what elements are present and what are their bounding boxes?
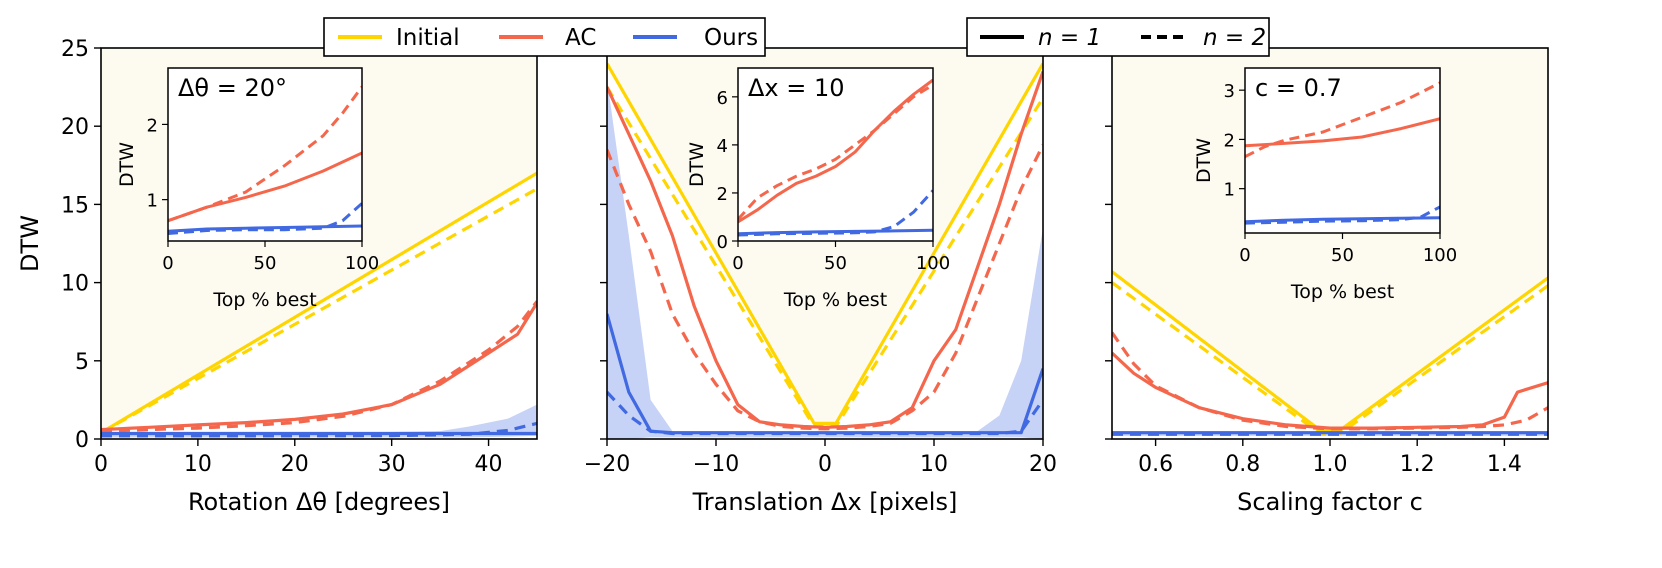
legend-label-ours: Ours [704,25,758,51]
inset-translation: 0 50 100 0 2 4 6 Top % best DTW Δx = 10 [686,67,950,311]
x-tick-label: 0.6 [1138,452,1173,477]
inset-x-tick-label: 100 [345,253,379,274]
inset-annotation: c = 0.7 [1255,74,1342,102]
inset-scaling: 0 50 100 1 2 3 Top % best DTW c = 0.7 [1193,67,1457,303]
x-axis-label: Translation Δx [pixels] [692,488,958,516]
inset-y-tick-label: 1 [1224,180,1235,201]
inset-y-tick-label: 2 [147,115,158,136]
inset-y-axis-label: DTW [116,142,138,187]
series-ac-dashed [607,144,1043,431]
y-tick-label: 0 [75,428,89,453]
legend-methods-box [323,17,766,57]
x-tick-label: 0 [94,452,108,477]
x-tick-label: 10 [184,452,212,477]
series-ours-dashed [607,391,1043,436]
panel-scaling: 0.6 0.8 1.0 1.2 1.4 Scaling factor c 0 50 100 1 2 3… [1105,47,1549,516]
inset-rotation: 0 50 100 1 2 Top % best DTW Δθ = 20° [116,67,379,311]
axes-frame [100,47,538,440]
inset-series-ac-solid [738,78,933,224]
x-axis-label: Rotation Δθ [degrees] [188,488,450,516]
x-tick-label: −10 [693,452,739,477]
inset-series-ac-dashed [1245,81,1440,159]
x-tick-label: 0 [818,452,832,477]
y-axis-label: DTW [16,215,44,272]
inset-y-tick-label: 3 [1224,81,1235,102]
inset-x-axis-label: Top % best [212,289,316,311]
inset-annotation: Δθ = 20° [178,74,287,102]
inset-y-axis-label: DTW [686,142,708,187]
series-initial-solid [101,171,537,435]
inset-x-tick-label: 50 [824,253,847,274]
x-tick-label: 1.2 [1400,452,1435,477]
legend-label-initial: Initial [396,25,460,51]
inset-y-tick-label: 6 [717,88,728,109]
series-ac-dashed [1112,331,1548,431]
inset-y-tick-label: 1 [147,191,158,212]
inset-series-ac-dashed [738,83,933,221]
x-tick-label: 1.4 [1487,452,1522,477]
inset-x-tick-label: 100 [1423,245,1457,266]
inset-background [738,68,933,241]
series-ours-dashed [101,421,537,438]
inset-series-ours-dashed [738,189,933,237]
inset-plot-area [1245,81,1440,225]
x-tick-label: −20 [584,452,630,477]
x-tick-label: 0.8 [1225,452,1260,477]
inset-series-ours-dashed [168,202,362,235]
inset-x-axis-label: Top % best [1290,281,1394,303]
legend-label-solid: n = 1 [1038,25,1101,51]
y-tick-label: 15 [61,193,89,218]
inset-annotation: Δx = 10 [748,74,845,102]
inset-y-tick-label: 4 [717,136,728,157]
inset-series-ours-dashed [1245,205,1440,225]
series-initial-dashed [1112,281,1548,436]
x-axis-label: Scaling factor c [1237,488,1423,516]
inset-series-ac-dashed [168,85,362,223]
inset-x-tick-label: 50 [254,253,277,274]
inset-plot-area [168,85,362,235]
series-ac-dashed [101,300,537,433]
inset-background [168,68,362,241]
inset-plot-area [738,78,933,237]
y-tick-label: 5 [75,350,89,375]
ours-band [607,79,1043,439]
x-tick-label: 40 [475,452,503,477]
x-tick-label: 10 [920,452,948,477]
legend-label-dashed: n = 2 [1203,25,1266,51]
inset-x-axis-label: Top % best [783,289,887,311]
inset-y-tick-label: 2 [717,184,728,205]
inset-background [1245,68,1440,233]
inset-y-tick-label: 0 [717,232,728,253]
y-tick-label: 20 [61,115,89,140]
inset-y-tick-label: 2 [1224,130,1235,151]
x-tick-label: 20 [281,452,309,477]
inset-x-tick-label: 50 [1331,245,1354,266]
series-initial-solid [607,62,1043,425]
inset-y-axis-label: DTW [1193,138,1215,183]
y-tick-label: 25 [61,37,89,62]
series-initial-dashed [101,187,537,435]
inset-x-tick-label: 0 [732,253,743,274]
x-tick-label: 20 [1029,452,1057,477]
legend-methods: Initial AC Ours [323,17,766,57]
x-tick-label: 1.0 [1313,452,1348,477]
legend-styles: n = 1 n = 2 [966,17,1270,57]
x-tick-label: 30 [378,452,406,477]
inset-x-tick-label: 0 [162,253,173,274]
series-ac-solid [101,302,537,432]
inset-x-tick-label: 100 [916,253,950,274]
y-tick-label: 10 [61,272,89,297]
legend-label-ac: AC [565,25,596,51]
inset-x-tick-label: 0 [1239,245,1250,266]
series-initial-dashed [607,86,1043,429]
